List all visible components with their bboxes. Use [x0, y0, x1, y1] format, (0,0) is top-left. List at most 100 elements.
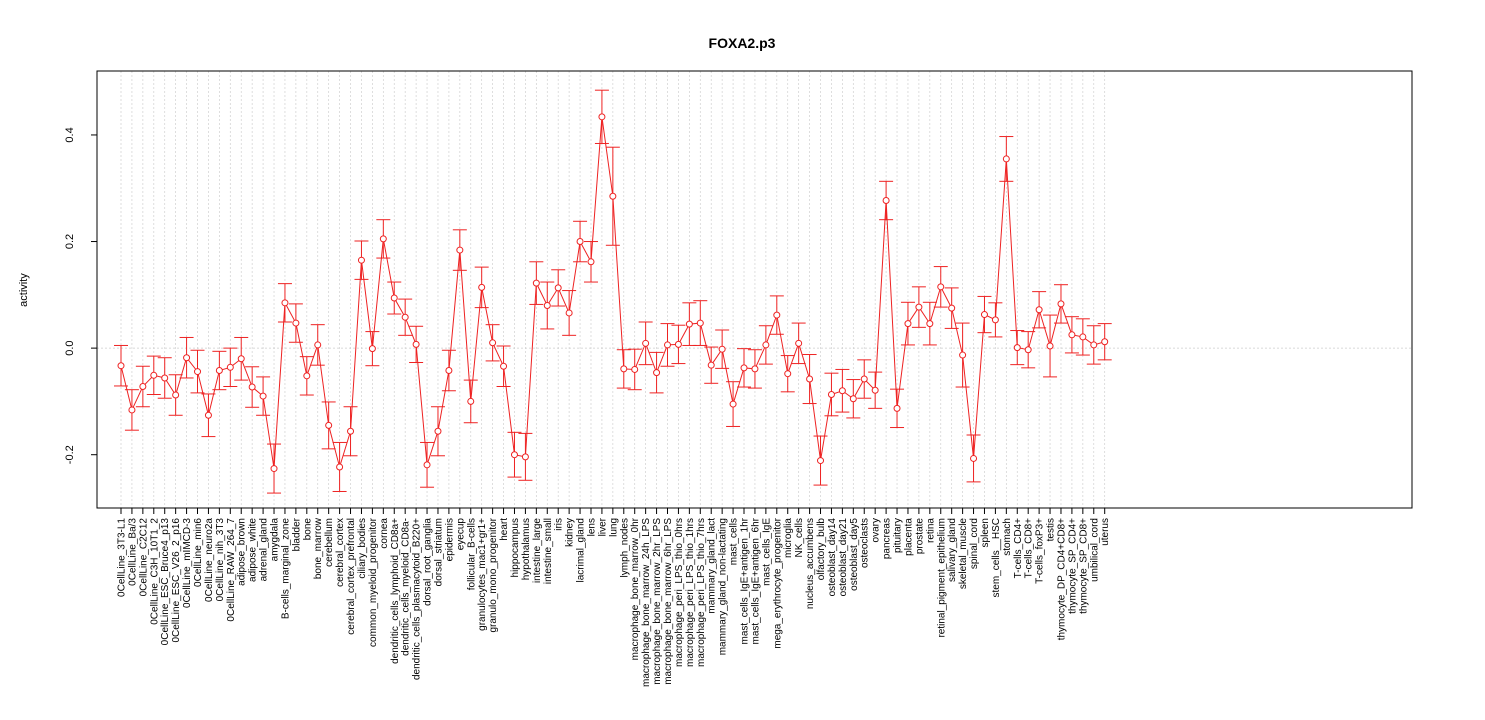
- x-tick-label: stomach: [1002, 518, 1013, 556]
- x-tick-label: ovary: [871, 518, 882, 542]
- data-point: [314, 341, 322, 349]
- data-point: [150, 371, 158, 379]
- x-tick-label: stem_cells__HSC: [991, 518, 1002, 597]
- x-tick-label: 0CellLine_Ba/3: [127, 518, 138, 586]
- x-tick-label: eyecup: [455, 518, 466, 551]
- data-point: [259, 392, 267, 400]
- x-tick-label: macrophage_peri_LPS_thio_7hrs: [696, 518, 707, 667]
- data-point: [1024, 346, 1032, 354]
- x-tick-label: dorsal_striatum: [433, 518, 444, 586]
- data-point: [292, 319, 300, 327]
- x-tick-label: mammary_gland_non-lactating: [718, 518, 729, 655]
- x-tick-label: kidney: [565, 518, 576, 547]
- x-tick-label: bone_marrow: [313, 517, 324, 579]
- data-point: [390, 294, 398, 302]
- x-tick-label: mega_erythrocyte_progenitor: [772, 517, 783, 648]
- x-tick-label: osteoblast_day5: [849, 518, 860, 591]
- x-tick-label: T-cells_CD8+: [1024, 518, 1035, 578]
- data-point: [991, 316, 999, 324]
- data-point: [270, 465, 278, 473]
- x-tick-label: osteoblast_day21: [838, 518, 849, 597]
- data-point: [882, 197, 890, 205]
- data-point: [1057, 300, 1065, 308]
- x-tick-label: skeletal_muscle: [958, 518, 969, 590]
- data-point: [1090, 341, 1098, 349]
- data-point: [587, 258, 595, 266]
- x-tick-label: amygdala: [270, 518, 281, 562]
- x-tick-label: mast_cells_IgE+antigen_1hr: [740, 517, 751, 644]
- data-point: [860, 375, 868, 383]
- x-tick-label: granulocytes_mac1+gr1+: [477, 518, 488, 631]
- series: [114, 89, 1112, 494]
- y-tick-label: 0.4: [64, 127, 76, 142]
- data-point: [412, 340, 420, 348]
- data-point: [532, 279, 540, 287]
- x-tick-label: cerebellum: [324, 518, 335, 567]
- data-point: [806, 375, 814, 383]
- y-tick-label: 0.2: [64, 234, 76, 249]
- x-tick-label: dendritic_cells_myeloid_CD8a-: [401, 518, 412, 656]
- x-tick-label: 0CellLine_C3H_10T1_2: [149, 518, 160, 625]
- x-tick-label: 0CellLine_mIMCD-3: [182, 518, 193, 608]
- x-tick-label: thymocyte_SP_CD4+: [1067, 518, 1078, 614]
- x-tick-label: hippocampus: [510, 518, 521, 577]
- x-tick-label: retinal_pigment_epithelium: [936, 518, 947, 638]
- data-point: [194, 368, 202, 376]
- data-point: [751, 365, 759, 373]
- x-tick-label: thymocyte_DP_CD4+CD8+: [1056, 518, 1067, 640]
- x-tick-label: lung: [608, 518, 619, 537]
- data-point: [915, 303, 923, 311]
- data-point: [237, 355, 245, 363]
- data-point: [1101, 338, 1109, 346]
- data-point: [379, 235, 387, 243]
- data-point: [204, 411, 212, 419]
- x-tick-label: macrophage_peri_LPS_thio_1hrs: [685, 518, 696, 667]
- data-point: [729, 400, 737, 408]
- x-tick-label: retina: [925, 518, 936, 543]
- data-point: [642, 339, 650, 347]
- x-tick-label: macrophage_peri_LPS_thio_0hrs: [674, 518, 685, 667]
- x-tick-label: testis: [1046, 518, 1057, 541]
- data-point: [478, 283, 486, 291]
- data-point: [718, 345, 726, 353]
- x-tick-label: cornea: [379, 518, 390, 549]
- y-axis: -0.2 0.0 0.2 0.4: [64, 127, 97, 464]
- data-point: [904, 320, 912, 328]
- data-point: [467, 397, 475, 405]
- data-point: [893, 404, 901, 412]
- x-tick-label: macrophage_bone_marrow_6hr_LPS: [663, 518, 674, 685]
- x-tick-label: granulo_mono_progenitor: [488, 517, 499, 632]
- data-point: [696, 319, 704, 327]
- data-point: [554, 284, 562, 292]
- data-point: [172, 391, 180, 399]
- data-point: [336, 463, 344, 471]
- data-point: [970, 454, 978, 462]
- data-point: [357, 256, 365, 264]
- data-point: [1068, 331, 1076, 339]
- data-point: [161, 374, 169, 382]
- x-tick-label: macrophage_bone_marrow_2hr_LPS: [652, 518, 663, 685]
- x-tick-label: follicular_B-cells: [466, 518, 477, 590]
- x-tick-label: adipose_white: [248, 518, 259, 582]
- data-point: [740, 364, 748, 372]
- data-point: [784, 370, 792, 378]
- plot-frame: [96, 70, 1413, 509]
- x-tick-label: spinal_cord: [969, 518, 980, 569]
- x-tick-label: 0CellLine_ESC_Bruce4_p13: [160, 518, 171, 646]
- data-point: [456, 246, 464, 254]
- x-tick-label: lymph_nodes: [619, 518, 630, 577]
- data-point: [620, 365, 628, 373]
- data-point: [565, 309, 573, 317]
- data-point: [609, 192, 617, 200]
- data-point: [795, 339, 803, 347]
- data-point: [817, 457, 825, 465]
- x-tick-label: pituitary: [893, 518, 904, 553]
- data-point: [948, 304, 956, 312]
- data-point: [631, 365, 639, 373]
- data-point: [1013, 344, 1021, 352]
- data-point: [139, 382, 147, 390]
- data-point: [849, 395, 857, 403]
- x-tick-label: heart: [499, 518, 510, 541]
- data-point: [368, 345, 376, 353]
- x-tick-label: macrophage_bone_marrow_24h_LPS: [641, 518, 652, 687]
